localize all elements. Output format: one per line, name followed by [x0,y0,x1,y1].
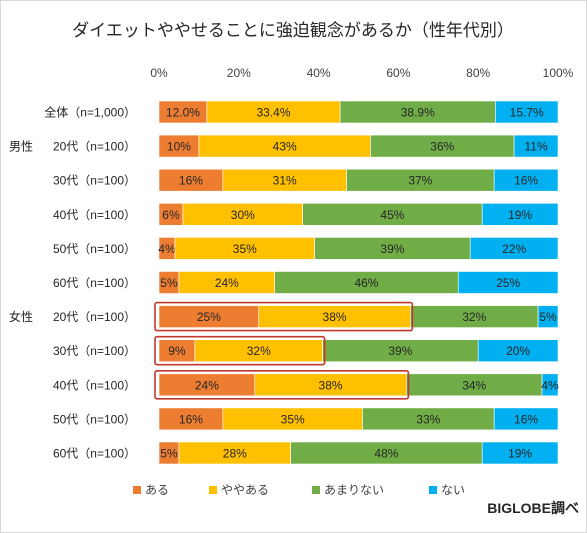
bar-segment [493,407,559,431]
legend-label: ある [145,483,169,497]
data-label: 16% [179,412,203,426]
bar-segment [481,441,559,465]
data-label: 36% [430,140,454,154]
row-label: 50代（n=100） [53,412,136,426]
x-tick-label: 80% [466,66,490,80]
data-label: 38% [319,378,343,392]
data-label: 35% [281,412,305,426]
data-label: 28% [223,447,247,461]
data-label: 6% [162,208,180,222]
highlight-box [154,369,410,400]
row-label: 60代（n=100） [53,276,136,290]
legend-swatch [133,486,141,494]
data-label: 25% [496,276,520,290]
data-label: 10% [167,140,191,154]
bar-segment [541,373,559,397]
data-label: 38% [323,310,347,324]
data-label: 16% [514,174,538,188]
data-label: 16% [179,174,203,188]
x-tick-label: 40% [307,66,331,80]
bar-segment [469,237,559,260]
bar-segment [457,271,559,294]
data-label: 37% [408,174,432,188]
bar-segment [493,168,559,192]
data-label: 5% [160,447,178,461]
bar-segment [477,339,559,363]
data-label: 11% [524,140,547,154]
data-label: 39% [380,242,404,256]
data-label: 12.0% [166,106,200,120]
legend: ある ややある あまりない ない [133,483,465,497]
data-label: 15.7% [510,106,544,120]
row-label: 40代（n=100） [53,378,136,392]
data-label: 9% [168,344,186,358]
data-label: 34% [462,378,486,392]
row-label: 全体（n=1,000） [44,105,136,120]
legend-swatch [312,486,320,494]
row-label: 40代（n=100） [53,208,136,222]
data-label: 35% [233,242,257,256]
row-label: 60代（n=100） [53,447,136,461]
data-label: 43% [273,140,297,154]
data-label: 46% [354,276,378,290]
highlight-box [154,335,326,366]
data-label: 4% [541,378,559,392]
data-label: 24% [215,276,239,290]
row-label: 30代（n=100） [53,174,136,188]
row-label: 20代（n=100） [53,310,136,324]
legend-label: ややある [221,483,269,497]
group-label: 男性 [9,140,33,154]
data-label: 38.9% [401,106,435,120]
data-label: 5% [539,310,557,324]
data-label: 5% [160,276,178,290]
data-label: 19% [508,208,532,222]
x-tick-label: 60% [386,66,410,80]
bar-segment [495,100,559,124]
data-label: 22% [502,242,526,256]
data-label: 32% [247,344,271,358]
data-label: 16% [514,412,538,426]
data-label: 20% [506,344,530,358]
bar-segment [481,203,559,226]
legend-swatch [429,486,437,494]
data-label: 24% [195,378,219,392]
data-label: 48% [374,447,398,461]
x-tick-label: 20% [227,66,251,80]
data-label: 39% [388,344,412,358]
row-label: 50代（n=100） [53,242,136,256]
legend-swatch [209,486,217,494]
group-label: 女性 [9,309,33,324]
highlight-box [154,301,414,332]
credit-text: BIGLOBE調べ [487,500,579,516]
data-label: 4% [158,242,176,256]
x-tick-label: 100% [543,66,574,80]
x-tick-label: 0% [150,66,168,80]
data-label: 33.4% [256,106,290,120]
row-labels: 全体（n=1,000） 20代（n=100） 男性 30代（n=100） 40代（n=1… [9,105,136,461]
data-label: 32% [462,310,486,324]
legend-label: あまりない [324,483,384,497]
highlight-boxes [154,301,414,400]
data-label: 33% [416,412,440,426]
data-label: 19% [508,447,532,461]
bar-segment [537,305,559,328]
data-label: 31% [273,174,297,188]
data-label: 30% [231,208,255,222]
chart-title: ダイエットややせることに強迫観念があるか（性年代別） [72,20,514,40]
data-label: 45% [380,208,404,222]
data-label: 25% [197,310,221,324]
bars: 12.0% 33.4% 38.9% 15.7% 10% 43% 36% 11% 16% 31% 37… [158,100,559,465]
row-label: 30代（n=100） [53,344,136,358]
row-label: 20代（n=100） [53,140,136,154]
legend-label: ない [441,483,465,497]
bar-segment [513,134,559,158]
x-axis-ticks: 0% 20% 40% 60% 80% 100% [150,66,573,80]
